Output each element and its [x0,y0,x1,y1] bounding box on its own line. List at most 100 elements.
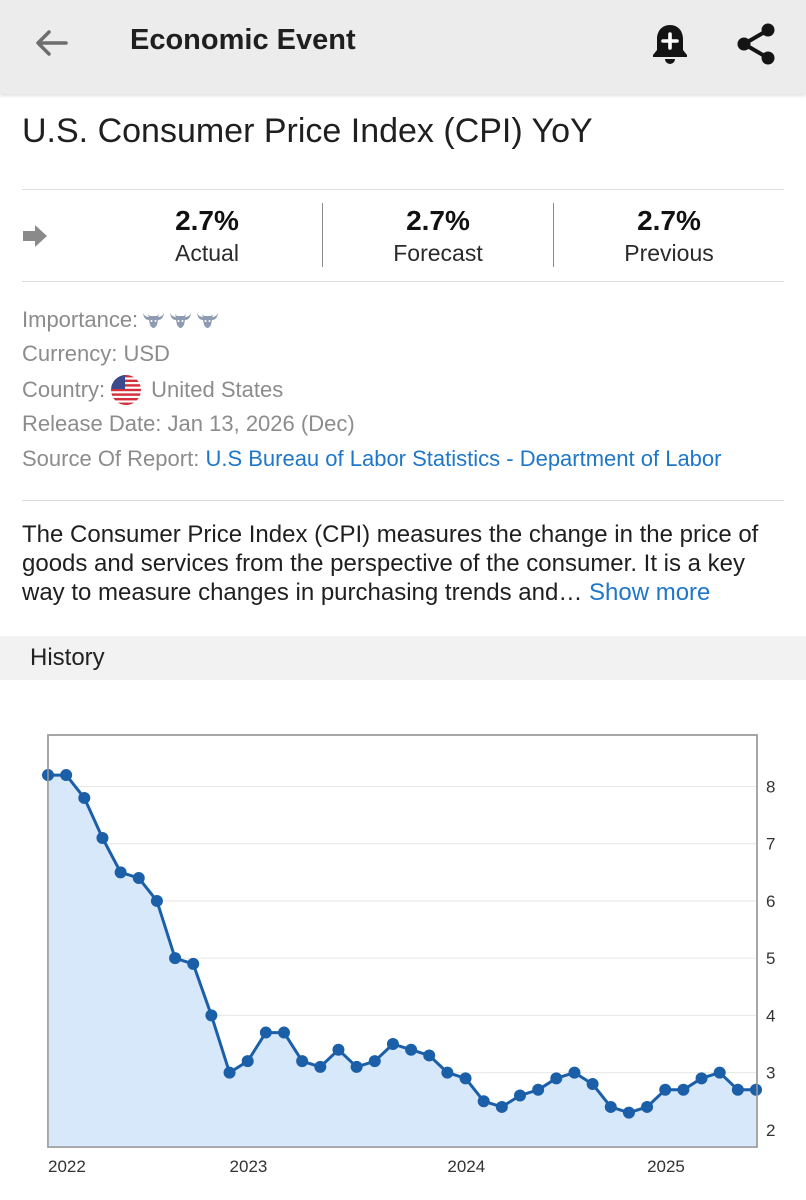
arrow-back-icon [36,30,68,56]
data-point[interactable] [405,1043,418,1056]
release-date-row: Release Date: Jan 13, 2026 (Dec) [22,410,355,438]
add-alert-button[interactable] [644,18,696,70]
divider [22,500,784,501]
data-point[interactable] [641,1100,654,1113]
data-point[interactable] [441,1066,454,1079]
area-fill [48,775,756,1147]
data-point[interactable] [332,1043,345,1056]
stat-actual: 2.7% Actual [92,204,322,268]
stat-previous: 2.7% Previous [554,204,784,268]
source-link[interactable]: U.S Bureau of Labor Statistics - Departm… [205,446,722,471]
y-tick-label: 7 [766,835,775,854]
history-chart[interactable]: 2 3 4 5 6 7 8 2022 2023 2024 2025 [0,720,806,1200]
release-value: Jan 13, 2026 (Dec) [167,411,355,436]
data-point[interactable] [532,1083,545,1096]
data-point[interactable] [241,1055,254,1068]
data-point[interactable] [568,1066,581,1079]
data-point[interactable] [78,791,91,804]
stat-forecast: 2.7% Forecast [323,204,553,268]
source-row: Source Of Report: U.S Bureau of Labor St… [22,445,721,473]
data-point[interactable] [622,1106,635,1119]
stat-value: 2.7% [175,205,239,236]
y-tick-label: 6 [766,892,775,911]
data-point[interactable] [604,1100,617,1113]
importance-label: Importance: [22,307,139,332]
share-button[interactable] [730,18,782,70]
stat-value: 2.7% [637,205,701,236]
data-point[interactable] [477,1095,490,1108]
y-tick-label: 2 [766,1121,775,1140]
share-icon [737,23,775,65]
us-flag-icon [111,375,142,405]
country-value: United States [151,377,284,402]
data-point[interactable] [223,1066,236,1079]
currency-row: Currency: USD [22,340,170,368]
data-point[interactable] [96,832,109,844]
bull-icon [170,313,192,328]
bull-icon [143,313,165,328]
divider [22,281,784,282]
data-point[interactable] [459,1072,472,1085]
data-point[interactable] [169,952,182,965]
data-point[interactable] [659,1083,672,1096]
data-point[interactable] [423,1049,436,1062]
data-point[interactable] [586,1078,599,1091]
data-point[interactable] [350,1060,363,1073]
page-title: Economic Event [130,24,356,56]
data-point[interactable] [314,1060,327,1073]
y-tick-label: 8 [766,778,775,797]
x-tick-label: 2023 [230,1157,268,1176]
data-point[interactable] [114,866,127,879]
data-point[interactable] [150,894,163,907]
country-label: Country: [22,377,106,402]
data-point[interactable] [205,1009,218,1022]
stat-value: 2.7% [406,205,470,236]
x-tick-label: 2024 [447,1157,485,1176]
data-point[interactable] [296,1055,309,1068]
stat-separator [553,203,554,267]
stat-label: Actual [175,240,239,266]
bell-plus-icon [653,25,687,64]
data-point[interactable] [259,1026,272,1039]
arrow-right-icon [23,225,47,247]
currency-label: Currency: [22,341,118,366]
history-label: History [30,644,105,671]
y-tick-label: 4 [766,1006,775,1025]
data-point[interactable] [731,1083,744,1096]
stat-separator [322,203,323,267]
release-label: Release Date: [22,411,162,436]
event-title: U.S. Consumer Price Index (CPI) YoY [22,112,593,150]
app-bar: Economic Event [0,0,806,94]
source-label: Source Of Report: [22,446,200,471]
data-point[interactable] [695,1072,708,1085]
data-point[interactable] [60,769,73,782]
data-point[interactable] [187,957,200,970]
data-point[interactable] [514,1089,526,1102]
data-point[interactable] [132,872,145,885]
importance-rating [142,311,219,329]
currency-value: USD [123,341,170,366]
x-tick-label: 2022 [48,1157,86,1176]
data-point[interactable] [750,1083,762,1096]
x-tick-label: 2025 [647,1157,685,1176]
y-tick-label: 5 [766,949,775,968]
importance-row: Importance: [22,306,219,334]
data-point[interactable] [278,1026,290,1039]
data-point[interactable] [495,1100,508,1113]
show-more-link[interactable]: Show more [589,579,711,606]
data-point[interactable] [550,1072,563,1085]
bull-icon [197,313,219,328]
description-text: The Consumer Price Index (CPI) measures … [22,521,759,606]
stat-label: Previous [624,240,714,266]
data-point[interactable] [677,1083,690,1096]
divider [22,189,784,190]
series-line [48,773,756,1115]
back-button[interactable] [26,22,76,64]
history-section-header: History [0,636,806,680]
data-point[interactable] [368,1055,381,1068]
data-point[interactable] [386,1038,399,1050]
event-description: The Consumer Price Index (CPI) measures … [22,520,792,607]
data-point[interactable] [713,1066,726,1079]
stat-label: Forecast [393,240,483,266]
country-row: Country: United States [22,375,283,405]
